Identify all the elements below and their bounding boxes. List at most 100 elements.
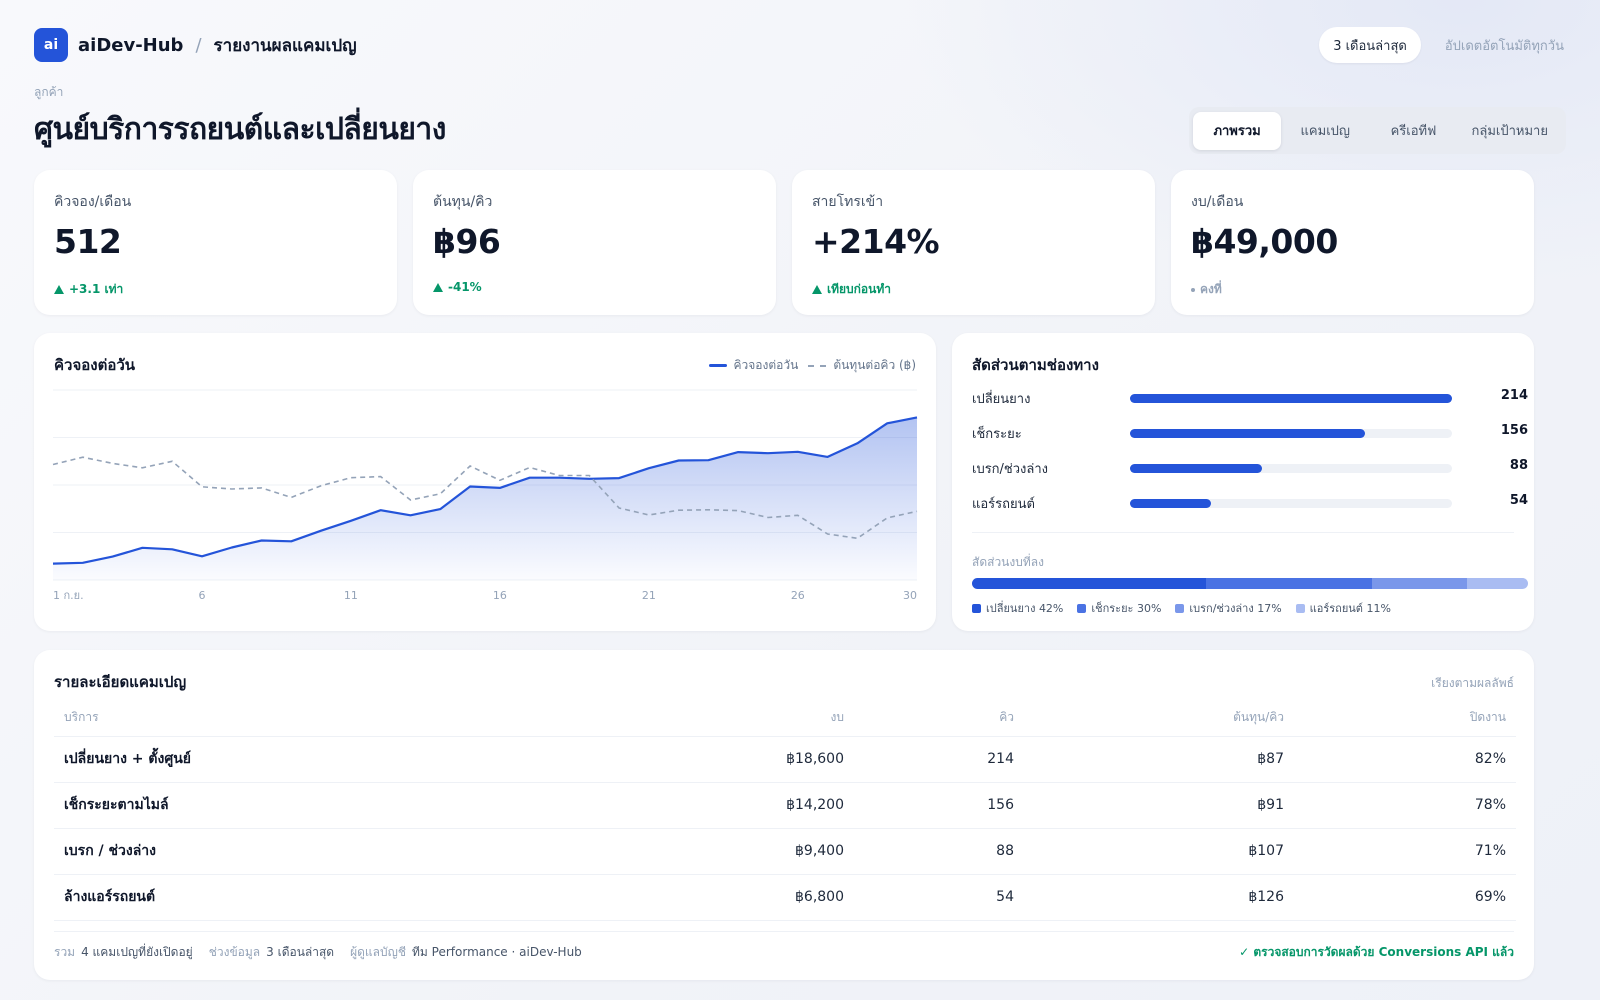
legend-primary-label: คิวจองต่อวัน [733, 358, 799, 372]
budget-split-legend: เปลี่ยนยาง 42% เช็กระยะ 30% เบรก/ช่วงล่าง … [972, 599, 1405, 617]
x-tick-label: 1 ก.ย. [53, 589, 84, 602]
kpi-delta-text: -41% [448, 280, 482, 294]
budget-split-segment [1205, 578, 1373, 589]
kpi-card-inbound-calls: สายโทรเข้า +214% เทียบก่อนทำ [792, 170, 1155, 315]
cell-service: ล้างแอร์รถยนต์ [54, 874, 644, 921]
channel-row: แอร์รถยนต์ 54 [972, 493, 1528, 513]
channel-bar-track [1130, 394, 1452, 403]
kpi-delta-text: +3.1 เท่า [69, 282, 124, 296]
chart-title: คิวจองต่อวัน [54, 356, 136, 374]
kpi-label: งบ/เดือน [1191, 194, 1244, 210]
kpi-delta: -41% [433, 280, 482, 294]
channel-value: 156 [1500, 423, 1528, 438]
x-tick-label: 26 [791, 589, 805, 602]
tab-overview[interactable]: ภาพรวม [1193, 111, 1282, 150]
cell-service: เบรก / ช่วงล่าง [54, 828, 644, 875]
tab-campaigns[interactable]: แคมเปญ [1300, 124, 1350, 139]
footer-range: ช่วงข้อมูล 3 เดือนล่าสุด [208, 945, 335, 959]
budget-split-label: สัดส่วนงบที่ลง [972, 555, 1044, 569]
table-row[interactable]: ล้างแอร์รถยนต์ ฿6,800 54 ฿126 69% [54, 874, 1516, 921]
channel-bar-fill [1130, 499, 1211, 508]
cell-closed: 69% [1294, 874, 1516, 921]
budget-split-legend-item: เปลี่ยนยาง 42% [972, 599, 1063, 617]
cell-cost: ฿91 [1024, 782, 1294, 829]
top-bar: ai aiDev-Hub / รายงานผลแคมเปญ [34, 28, 357, 62]
campaign-table: บริการ งบ คิว ต้นทุน/คิว ปิดงาน เปลี่ยนย… [54, 700, 1516, 921]
cell-budget: ฿18,600 [644, 736, 854, 783]
footer-owner: ผู้ดูแลบัญชี ทีม Performance · aiDev-Hub [350, 945, 582, 959]
daily-bookings-chart-card: คิวจองต่อวัน คิวจองต่อวัน ต้นทุนต่อคิว (… [34, 333, 936, 631]
table-row[interactable]: เช็กระยะตามไมล์ ฿14,200 156 ฿91 78% [54, 782, 1516, 829]
cell-closed: 78% [1294, 782, 1516, 829]
kpi-label: ต้นทุน/คิว [433, 194, 493, 210]
trend-up-icon [433, 282, 443, 292]
legend-swatch [1295, 603, 1305, 613]
legend-dashed-swatch [808, 364, 827, 367]
channel-bar-fill [1130, 429, 1366, 438]
kpi-label: สายโทรเข้า [812, 194, 884, 210]
kpi-card-budget: งบ/เดือน ฿49,000 คงที่ [1171, 170, 1534, 315]
cell-closed: 71% [1294, 828, 1516, 875]
kpi-delta: คงที่ [1191, 280, 1222, 299]
col-header-bookings[interactable]: คิว [854, 700, 1024, 737]
trend-up-icon [54, 285, 64, 294]
cell-budget: ฿6,800 [644, 874, 854, 921]
x-tick-label: 30 [903, 589, 917, 602]
channel-bar-fill [1130, 394, 1452, 403]
budget-split-segment [1466, 578, 1528, 589]
legend-label: แอร์รถยนต์ 11% [1309, 602, 1391, 615]
tab-audiences[interactable]: กลุ่มเป้าหมาย [1471, 124, 1548, 139]
divider [972, 532, 1514, 533]
cell-service: เปลี่ยนยาง + ตั้งศูนย์ [54, 736, 644, 783]
channel-value: 54 [1509, 493, 1528, 508]
campaign-details-card: รายละเอียดแคมเปญ เรียงตามผลลัพธ์ บริการ … [34, 650, 1534, 980]
cell-cost: ฿107 [1024, 828, 1294, 875]
col-header-closed[interactable]: ปิดงาน [1294, 700, 1516, 737]
budget-split-segment [972, 578, 1206, 589]
kpi-value: ฿96 [433, 222, 501, 261]
channel-row: เบรก/ช่วงล่าง 88 [972, 458, 1528, 478]
footer-total: รวม 4 แคมเปญที่ยังเปิดอยู่ [54, 945, 193, 959]
x-tick-label: 6 [198, 589, 205, 602]
divider [54, 931, 1514, 932]
auto-update-note: อัปเดตอัตโนมัติทุกวัน [1444, 38, 1564, 54]
date-range-selector[interactable]: 3 เดือนล่าสุด [1319, 27, 1421, 63]
brand-name[interactable]: aiDev-Hub [78, 34, 184, 56]
table-row[interactable]: เบรก / ช่วงล่าง ฿9,400 88 ฿107 71% [54, 828, 1516, 875]
col-header-cost[interactable]: ต้นทุน/คิว [1024, 700, 1294, 737]
view-tabs: ภาพรวม แคมเปญ ครีเอทีฟ กลุ่มเป้าหมาย [1189, 107, 1566, 154]
budget-split-legend-item: เบรก/ช่วงล่าง 17% [1175, 599, 1282, 617]
neutral-dot-icon [1191, 287, 1195, 292]
legend-swatch [1077, 603, 1087, 613]
app-logo[interactable]: ai [34, 28, 68, 62]
budget-split-legend-item: เช็กระยะ 30% [1077, 599, 1161, 617]
col-header-budget[interactable]: งบ [644, 700, 854, 737]
channel-row: เช็กระยะ 156 [972, 423, 1528, 443]
legend-secondary-label: ต้นทุนต่อคิว (฿) [833, 358, 916, 372]
cell-bookings: 54 [854, 874, 1024, 921]
budget-split-segment [1372, 578, 1467, 589]
channel-value: 88 [1509, 458, 1528, 473]
legend-label: เปลี่ยนยาง 42% [986, 602, 1064, 615]
kpi-delta-text: คงที่ [1200, 282, 1222, 296]
table-row[interactable]: เปลี่ยนยาง + ตั้งศูนย์ ฿18,600 214 ฿87 8… [54, 736, 1516, 783]
cell-cost: ฿126 [1024, 874, 1294, 921]
client-label: ลูกค้า [34, 85, 64, 99]
cell-bookings: 88 [854, 828, 1024, 875]
chart-legend: คิวจองต่อวัน ต้นทุนต่อคิว (฿) [708, 356, 916, 375]
sort-control[interactable]: เรียงตามผลลัพธ์ [1431, 676, 1514, 690]
channel-name: แอร์รถยนต์ [972, 497, 1035, 512]
col-header-service[interactable]: บริการ [54, 700, 644, 737]
cell-closed: 82% [1294, 736, 1516, 783]
table-title: รายละเอียดแคมเปญ [54, 673, 187, 691]
line-chart[interactable]: 1 ก.ย. 6 11 16 21 26 30 [34, 333, 936, 631]
tab-creatives[interactable]: ครีเอทีฟ [1390, 124, 1437, 139]
kpi-card-cost-per-booking: ต้นทุน/คิว ฿96 -41% [413, 170, 776, 315]
series-area [53, 417, 917, 580]
legend-label: เบรก/ช่วงล่าง 17% [1189, 602, 1282, 615]
legend-swatch [1175, 603, 1185, 613]
kpi-value: ฿49,000 [1191, 222, 1338, 261]
cell-bookings: 156 [854, 782, 1024, 829]
header-actions: 3 เดือนล่าสุด อัปเดตอัตโนมัติทุกวัน [1319, 27, 1564, 63]
x-tick-label: 11 [344, 589, 358, 602]
